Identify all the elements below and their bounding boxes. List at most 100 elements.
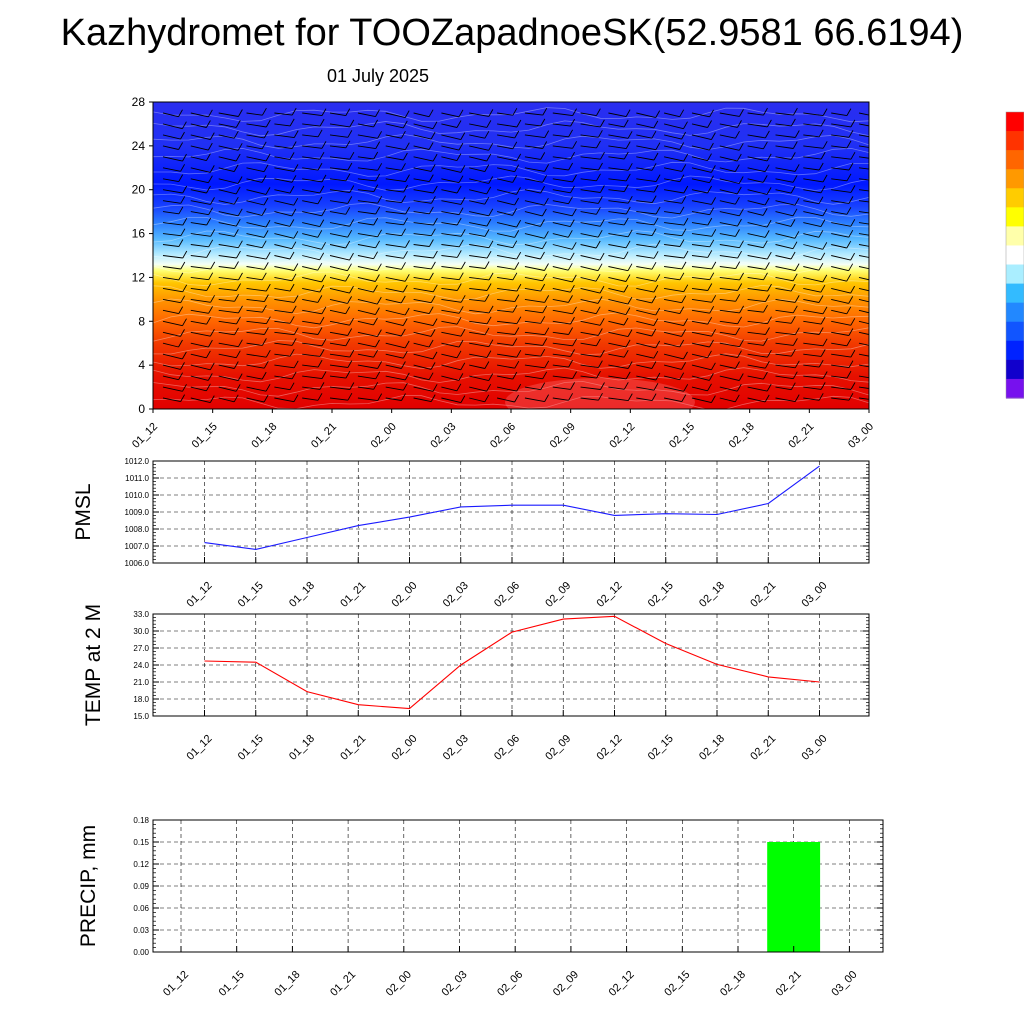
wind-barb-flag — [655, 174, 661, 182]
wind-barb-flag — [683, 318, 688, 326]
wind-barb — [524, 123, 541, 127]
wind-barb — [691, 342, 710, 348]
wind-barb — [274, 298, 295, 303]
wind-barb-flag — [627, 229, 633, 238]
xtick-label: 02_18 — [697, 733, 727, 763]
wind-barb-flag — [709, 175, 714, 183]
wind-barb — [357, 309, 376, 316]
section-ytick-label: 24 — [132, 139, 146, 153]
wind-barb — [302, 145, 323, 149]
wind-barb-flag — [180, 394, 185, 402]
wind-barb-flag — [458, 272, 464, 280]
wind-barb — [441, 123, 458, 128]
wind-barb — [441, 222, 458, 226]
wind-barb — [190, 309, 209, 314]
wind-barb-flag — [711, 229, 717, 237]
wind-barb-flag — [428, 372, 434, 380]
wind-barb — [246, 287, 267, 292]
wind-barb-flag — [405, 206, 410, 215]
wind-barb — [580, 266, 599, 272]
wind-barb — [691, 375, 710, 381]
wind-barb-flag — [544, 360, 550, 369]
wind-barb — [775, 375, 794, 380]
wind-barb-flag — [430, 394, 436, 402]
wind-barb — [858, 123, 869, 127]
wind-barb-flag — [209, 395, 215, 403]
wind-barb-flag — [178, 142, 183, 150]
wind-barb-flag — [514, 262, 520, 270]
wind-barb — [608, 189, 625, 193]
wind-barb-flag — [345, 108, 351, 116]
wind-barb — [302, 112, 323, 117]
wind-barb — [775, 156, 792, 160]
wind-barb-flag — [739, 339, 744, 347]
wind-barb-flag — [484, 361, 490, 369]
wind-barb-flag — [679, 272, 685, 281]
wind-barb — [441, 112, 460, 118]
wind-barb-flag — [262, 338, 267, 346]
wind-barb-flag — [484, 164, 490, 172]
wind-barb — [664, 156, 684, 162]
wind-barb-flag — [875, 382, 879, 389]
wind-barb — [497, 244, 513, 249]
wind-barb — [302, 364, 319, 368]
wind-barb-flag — [432, 284, 438, 293]
wind-barb — [858, 375, 869, 379]
colorbar-swatch — [1006, 207, 1024, 227]
wind-barb — [580, 123, 601, 128]
wind-barb-flag — [319, 219, 325, 227]
wind-barb-flag — [596, 370, 601, 379]
warm-core — [505, 378, 695, 409]
wind-barb-flag — [208, 109, 213, 118]
wind-barb-flag — [210, 328, 215, 337]
wind-barb-flag — [625, 240, 631, 249]
wind-barb-flag — [627, 131, 633, 139]
wind-barb — [496, 211, 513, 216]
wind-barb-flag — [375, 206, 381, 215]
wind-barb — [497, 331, 515, 335]
wind-barb-flag — [234, 294, 239, 302]
wind-barb-flag — [401, 228, 406, 236]
contour-line — [153, 326, 869, 342]
wind-barb — [441, 244, 460, 248]
wind-barb-flag — [458, 373, 464, 381]
wind-barb — [552, 353, 571, 357]
wind-barb — [775, 189, 792, 194]
wind-barb — [357, 222, 374, 226]
wind-barb-flag — [570, 118, 575, 127]
wind-barb-flag — [599, 318, 605, 326]
wind-barb — [608, 375, 627, 380]
wind-barb — [357, 397, 378, 402]
wind-barb-flag — [879, 394, 883, 401]
wind-barb — [664, 167, 682, 172]
wind-barb-flag — [265, 187, 271, 195]
wind-barb — [775, 178, 794, 183]
wind-barb — [385, 255, 404, 259]
wind-barb-flag — [572, 371, 577, 379]
xtick-label: 02_21 — [774, 969, 804, 999]
wind-barb — [497, 298, 515, 303]
wind-barb-flag — [790, 185, 796, 194]
wind-barb-flag — [572, 174, 577, 183]
wind-barb-flag — [764, 230, 770, 238]
wind-barb-flag — [762, 208, 768, 216]
wind-barb-flag — [765, 294, 770, 302]
colorbar-swatch — [1006, 264, 1024, 285]
wind-barb-flag — [321, 208, 327, 217]
wind-barb-flag — [291, 175, 297, 183]
wind-barb — [385, 167, 402, 171]
section-xtick-label: 02_18 — [727, 421, 757, 451]
wind-barb — [831, 189, 852, 193]
wind-barb-flag — [208, 207, 213, 215]
wind-barb-flag — [568, 162, 573, 171]
wind-barb-flag — [400, 295, 406, 304]
wind-barb — [636, 386, 655, 391]
wind-barb-flag — [460, 132, 466, 140]
wind-barb-flag — [265, 283, 271, 292]
wind-barb-flag — [767, 349, 772, 358]
wind-barb — [747, 211, 764, 216]
wind-barb-flag — [820, 219, 826, 227]
wind-barb-flag — [877, 110, 881, 117]
contour-line — [153, 147, 869, 164]
wind-barb-flag — [456, 283, 462, 291]
